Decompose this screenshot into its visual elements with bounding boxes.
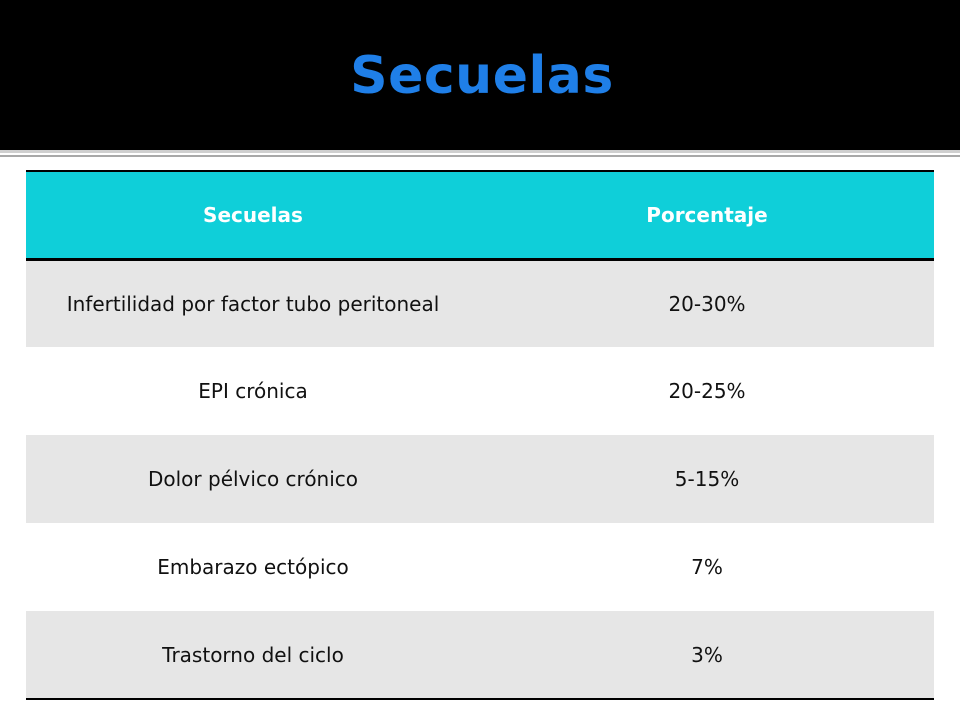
title-divider — [0, 150, 960, 153]
cell-porcentaje: 20-30% — [668, 291, 746, 316]
cell-porcentaje: 7% — [691, 555, 723, 579]
header-porcentaje: Porcentaje — [480, 170, 934, 261]
table-row: EPI crónica 20-25% — [26, 347, 934, 435]
cell-secuela: Trastorno del ciclo — [26, 611, 480, 700]
cell-secuela: Dolor pélvico crónico — [147, 467, 359, 491]
cell-secuela: EPI crónica — [198, 379, 308, 403]
cell-porcentaje: 5-15% — [674, 467, 740, 491]
cell-porcentaje: 20-25% — [668, 379, 746, 403]
sequelae-table: Secuelas Porcentaje Infertilidad por fac… — [26, 170, 934, 700]
cell-secuela: Infertilidad por factor tubo peritoneal — [66, 291, 440, 316]
table-row: Trastorno del ciclo 3% — [26, 611, 934, 700]
title-divider-line — [0, 155, 960, 157]
table-row: Infertilidad por factor tubo peritoneal … — [26, 259, 934, 347]
table-row: Dolor pélvico crónico 5-15% — [26, 435, 934, 523]
cell-secuela: Embarazo ectópico — [157, 555, 349, 579]
title-bar: Secuelas — [0, 0, 960, 150]
sequelae-table-container: Secuelas Porcentaje Infertilidad por fac… — [26, 170, 934, 700]
slide-title: Secuelas — [350, 46, 614, 106]
header-secuelas: Secuelas — [26, 170, 480, 261]
table-row: Embarazo ectópico 7% — [26, 523, 934, 611]
table-header-row: Secuelas Porcentaje — [26, 170, 934, 261]
cell-porcentaje: 3% — [480, 611, 934, 700]
